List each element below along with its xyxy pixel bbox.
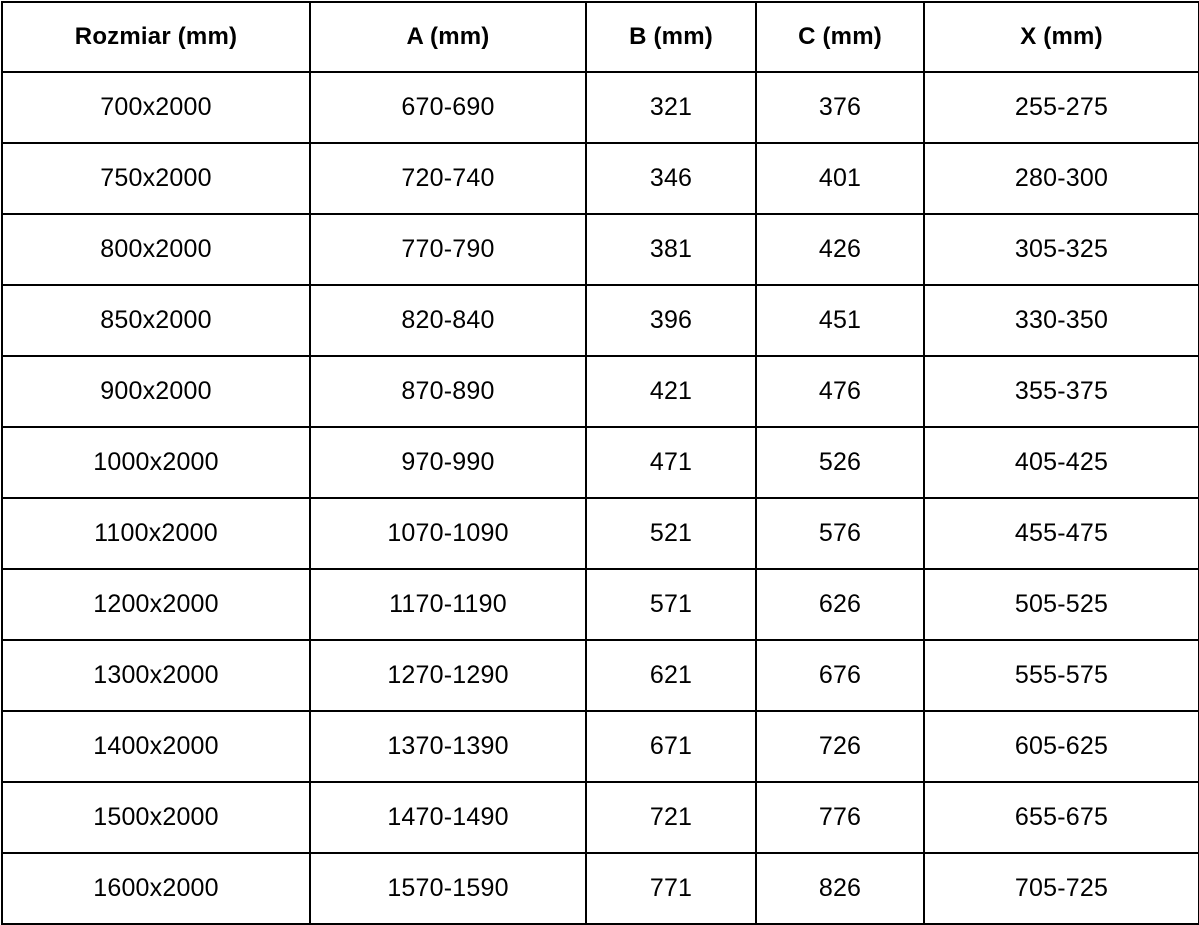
table-cell-size: 700x2000: [1, 71, 311, 144]
table-cell-b: 621: [585, 639, 757, 712]
table-cell-b: 471: [585, 426, 757, 499]
table-cell-c: 401: [755, 142, 925, 215]
table-row: 1500x2000 1470-1490 721 776 655-675: [1, 781, 1199, 854]
table-cell-a: 1370-1390: [309, 710, 587, 783]
table-cell-x: 605-625: [923, 710, 1199, 783]
table-row: 700x2000 670-690 321 376 255-275: [1, 71, 1199, 144]
table-row: 1600x2000 1570-1590 771 826 705-725: [1, 852, 1199, 925]
table-cell-b: 771: [585, 852, 757, 925]
table-cell-c: 376: [755, 71, 925, 144]
table-cell-size: 1000x2000: [1, 426, 311, 499]
table-row: 900x2000 870-890 421 476 355-375: [1, 355, 1199, 428]
column-header-c: C (mm): [755, 1, 925, 73]
table-header: Rozmiar (mm) A (mm) B (mm) C (mm) X (mm): [1, 1, 1199, 73]
table-cell-size: 750x2000: [1, 142, 311, 215]
table-cell-b: 521: [585, 497, 757, 570]
table-cell-x: 555-575: [923, 639, 1199, 712]
table-cell-x: 305-325: [923, 213, 1199, 286]
table-cell-a: 820-840: [309, 284, 587, 357]
table-cell-c: 576: [755, 497, 925, 570]
table-cell-a: 1070-1090: [309, 497, 587, 570]
table-cell-x: 330-350: [923, 284, 1199, 357]
table-cell-a: 1270-1290: [309, 639, 587, 712]
table-cell-b: 346: [585, 142, 757, 215]
table-cell-c: 476: [755, 355, 925, 428]
table-row: 1300x2000 1270-1290 621 676 555-575: [1, 639, 1199, 712]
table-cell-a: 1170-1190: [309, 568, 587, 641]
table-cell-size: 1400x2000: [1, 710, 311, 783]
table-cell-b: 396: [585, 284, 757, 357]
table-cell-x: 280-300: [923, 142, 1199, 215]
table-cell-x: 655-675: [923, 781, 1199, 854]
table-cell-b: 421: [585, 355, 757, 428]
table-row: 750x2000 720-740 346 401 280-300: [1, 142, 1199, 215]
table-cell-b: 671: [585, 710, 757, 783]
column-header-size: Rozmiar (mm): [1, 1, 311, 73]
table-cell-x: 355-375: [923, 355, 1199, 428]
table-cell-x: 405-425: [923, 426, 1199, 499]
column-header-a: A (mm): [309, 1, 587, 73]
table-cell-c: 726: [755, 710, 925, 783]
table-cell-a: 670-690: [309, 71, 587, 144]
table-cell-c: 451: [755, 284, 925, 357]
table-cell-x: 455-475: [923, 497, 1199, 570]
table-cell-c: 676: [755, 639, 925, 712]
table-cell-x: 505-525: [923, 568, 1199, 641]
table-cell-c: 626: [755, 568, 925, 641]
table-cell-size: 1500x2000: [1, 781, 311, 854]
table-cell-size: 1100x2000: [1, 497, 311, 570]
table-cell-a: 870-890: [309, 355, 587, 428]
table-cell-a: 1570-1590: [309, 852, 587, 925]
table-cell-c: 826: [755, 852, 925, 925]
table-row: 800x2000 770-790 381 426 305-325: [1, 213, 1199, 286]
table-cell-a: 720-740: [309, 142, 587, 215]
table-row: 1200x2000 1170-1190 571 626 505-525: [1, 568, 1199, 641]
table-cell-size: 1300x2000: [1, 639, 311, 712]
table-cell-size: 800x2000: [1, 213, 311, 286]
table-cell-x: 255-275: [923, 71, 1199, 144]
table-cell-b: 321: [585, 71, 757, 144]
table-cell-a: 770-790: [309, 213, 587, 286]
table-cell-c: 526: [755, 426, 925, 499]
table-row: 850x2000 820-840 396 451 330-350: [1, 284, 1199, 357]
table-cell-b: 381: [585, 213, 757, 286]
table-row: 1400x2000 1370-1390 671 726 605-625: [1, 710, 1199, 783]
table-cell-x: 705-725: [923, 852, 1199, 925]
column-header-x: X (mm): [923, 1, 1199, 73]
table-cell-a: 1470-1490: [309, 781, 587, 854]
table-cell-c: 426: [755, 213, 925, 286]
table-row: 1100x2000 1070-1090 521 576 455-475: [1, 497, 1199, 570]
table-header-row: Rozmiar (mm) A (mm) B (mm) C (mm) X (mm): [1, 1, 1199, 73]
table-cell-a: 970-990: [309, 426, 587, 499]
table-cell-size: 900x2000: [1, 355, 311, 428]
table-cell-size: 1600x2000: [1, 852, 311, 925]
table-cell-c: 776: [755, 781, 925, 854]
table-cell-b: 721: [585, 781, 757, 854]
column-header-b: B (mm): [585, 1, 757, 73]
table-row: 1000x2000 970-990 471 526 405-425: [1, 426, 1199, 499]
table-body: 700x2000 670-690 321 376 255-275 750x2000 720-…: [1, 71, 1199, 925]
table-cell-size: 850x2000: [1, 284, 311, 357]
table-cell-b: 571: [585, 568, 757, 641]
table-cell-size: 1200x2000: [1, 568, 311, 641]
